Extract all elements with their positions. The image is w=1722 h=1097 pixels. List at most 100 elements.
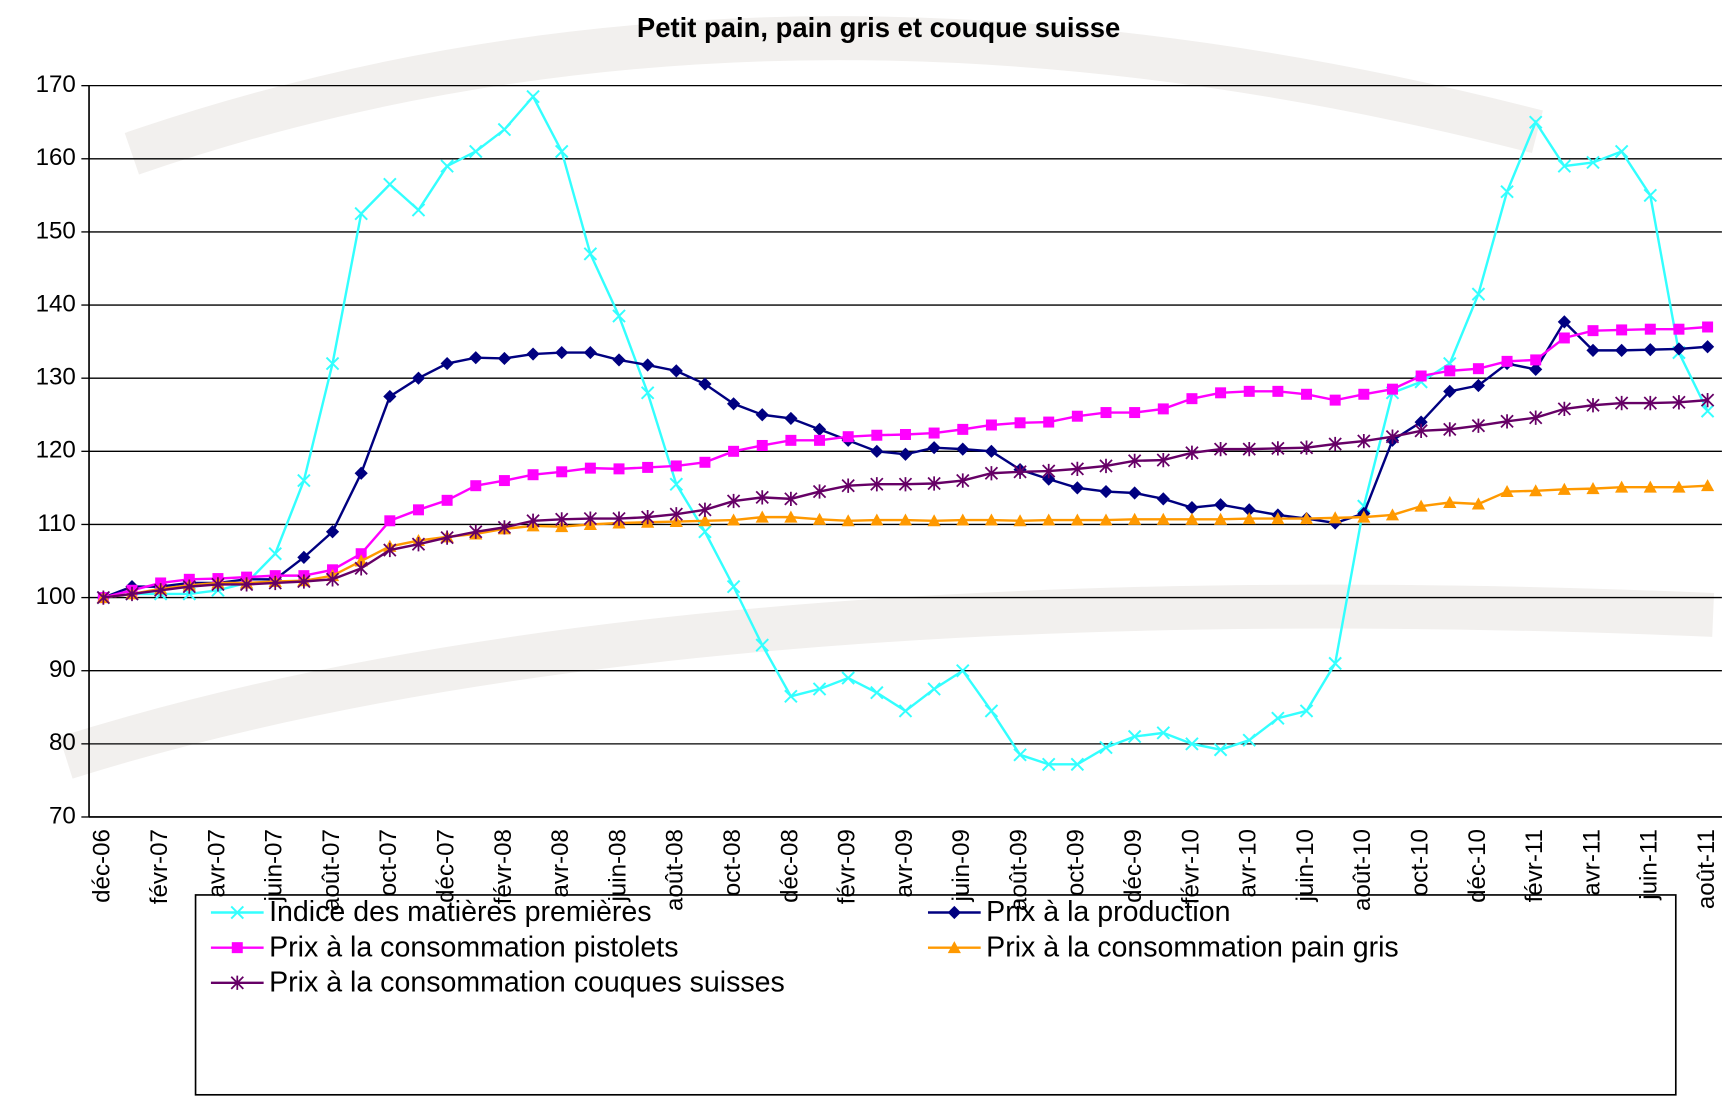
marker [898, 447, 913, 461]
marker [1672, 480, 1686, 493]
marker [1586, 343, 1600, 357]
x-tick-label: juin-11 [1636, 829, 1663, 901]
marker [755, 408, 769, 422]
marker [1070, 461, 1085, 477]
marker [1414, 415, 1428, 429]
marker [1099, 513, 1113, 526]
marker [1157, 403, 1169, 415]
series-line [103, 325, 1708, 599]
marker [1443, 422, 1457, 437]
x-tick-label: févr-09 [834, 829, 861, 904]
marker [613, 463, 625, 475]
x-tick-label: août-07 [318, 829, 345, 911]
marker [469, 524, 483, 539]
marker [1014, 417, 1026, 429]
marker [440, 530, 454, 545]
marker [812, 422, 827, 436]
marker [1243, 385, 1255, 397]
marker [956, 513, 970, 526]
marker [870, 477, 884, 492]
marker [1700, 340, 1715, 354]
marker [1586, 155, 1600, 170]
marker [230, 905, 245, 920]
y-tick-label: 150 [36, 217, 76, 244]
marker [1242, 441, 1256, 457]
marker [325, 572, 340, 587]
marker [984, 466, 999, 481]
marker [698, 502, 712, 517]
marker [1041, 757, 1056, 772]
chart-title: Petit pain, pain gris et couque suisse [637, 12, 1120, 43]
marker [1471, 287, 1486, 301]
x-tick-label: déc-06 [89, 829, 116, 903]
marker [727, 397, 741, 411]
marker [411, 371, 426, 385]
marker [927, 514, 941, 527]
marker [1357, 433, 1371, 449]
marker [1013, 748, 1027, 762]
y-tick-label: 70 [49, 802, 76, 829]
x-tick-label: déc-07 [432, 829, 459, 903]
marker [726, 493, 741, 509]
x-tick-label: avr-11 [1578, 829, 1605, 896]
marker [354, 554, 368, 567]
marker [726, 579, 741, 594]
marker [1700, 404, 1715, 418]
marker [669, 507, 683, 522]
marker [1271, 711, 1285, 725]
marker [985, 419, 997, 431]
x-tick-label: août-10 [1349, 829, 1376, 911]
marker [612, 309, 626, 323]
marker [784, 689, 798, 704]
marker [231, 942, 243, 954]
background-swoosh [59, 16, 1715, 779]
marker [1042, 463, 1056, 479]
marker [1414, 423, 1428, 438]
marker [1702, 321, 1714, 333]
marker [956, 473, 970, 488]
x-tick-label: juin-09 [948, 829, 975, 902]
marker [1272, 385, 1284, 397]
marker [1070, 513, 1084, 526]
marker [1386, 383, 1398, 395]
marker [497, 520, 512, 535]
marker [1213, 742, 1228, 757]
marker [1385, 508, 1400, 521]
marker [440, 159, 454, 173]
marker [1614, 395, 1629, 411]
marker [1213, 441, 1228, 457]
marker [441, 494, 453, 506]
marker [755, 638, 769, 652]
marker [1128, 512, 1142, 525]
marker [230, 975, 244, 990]
marker [984, 704, 999, 718]
marker [899, 429, 911, 440]
marker [1529, 484, 1543, 497]
marker [526, 347, 540, 361]
x-tick-label: déc-09 [1120, 829, 1147, 903]
x-tick-label: déc-10 [1464, 829, 1491, 903]
marker [1700, 392, 1715, 408]
marker [870, 685, 884, 700]
marker [125, 586, 139, 602]
marker [612, 511, 626, 526]
marker [1299, 512, 1314, 525]
marker [1328, 436, 1342, 452]
marker [1643, 480, 1657, 493]
x-tick-label: oct-07 [375, 829, 402, 896]
marker [1185, 501, 1199, 515]
marker [1471, 378, 1485, 393]
marker [1156, 512, 1170, 525]
marker [612, 353, 626, 367]
marker [354, 466, 368, 480]
marker [1043, 416, 1055, 428]
marker [1586, 482, 1600, 495]
marker [699, 456, 711, 468]
marker [756, 439, 768, 451]
x-tick-label: août-09 [1005, 829, 1032, 911]
marker [383, 542, 397, 558]
marker [411, 537, 426, 552]
marker [1242, 512, 1256, 525]
x-tick-label: avr-08 [547, 829, 574, 897]
marker [1385, 429, 1400, 444]
